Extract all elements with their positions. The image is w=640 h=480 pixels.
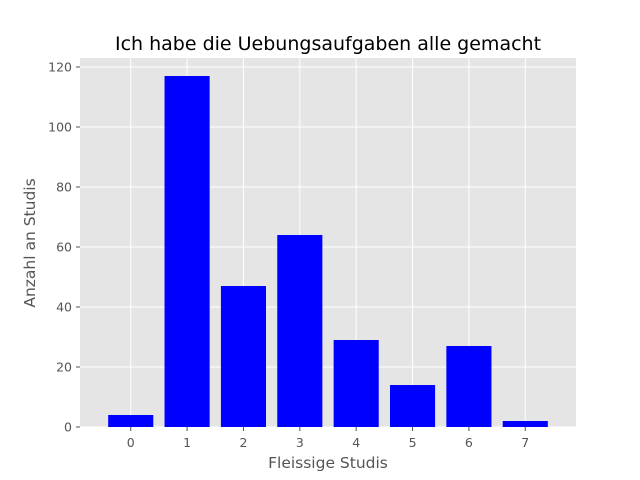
y-tick-label: 0 (64, 420, 72, 435)
bar-2 (220, 286, 266, 427)
bar-7 (502, 421, 548, 427)
x-tick-label: 1 (183, 435, 191, 450)
y-tick-label: 120 (48, 60, 72, 75)
x-tick-label: 7 (521, 435, 529, 450)
plot-area (80, 58, 576, 427)
y-ticks: 0 20 40 60 80 100 120 (48, 60, 80, 435)
bar-5 (390, 385, 436, 427)
y-tick-label: 40 (56, 300, 72, 315)
bar-1 (164, 76, 210, 427)
y-axis-label: Anzahl an Studis (21, 178, 39, 307)
y-tick-label: 20 (56, 360, 72, 375)
chart-title: Ich habe die Uebungsaufgaben alle gemach… (115, 33, 541, 55)
x-tick-label: 5 (409, 435, 417, 450)
x-ticks: 0 1 2 3 4 5 6 7 (127, 427, 529, 450)
x-tick-label: 2 (239, 435, 247, 450)
x-axis-label: Fleissige Studis (268, 454, 388, 472)
bars (108, 76, 548, 427)
y-tick-label: 80 (56, 180, 72, 195)
x-tick-label: 3 (296, 435, 304, 450)
bar-4 (333, 340, 379, 427)
y-tick-label: 100 (48, 120, 72, 135)
x-tick-label: 6 (465, 435, 473, 450)
x-tick-label: 4 (352, 435, 360, 450)
bar-6 (446, 346, 492, 427)
bar-3 (277, 235, 323, 427)
y-tick-label: 60 (56, 240, 72, 255)
x-tick-label: 0 (127, 435, 135, 450)
bar-0 (108, 415, 154, 427)
